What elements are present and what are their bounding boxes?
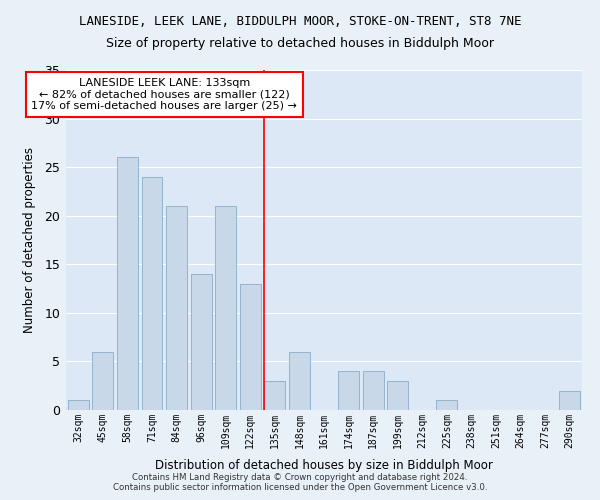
Bar xyxy=(240,284,261,410)
Bar xyxy=(191,274,212,410)
Bar xyxy=(215,206,236,410)
Text: Contains HM Land Registry data © Crown copyright and database right 2024.
Contai: Contains HM Land Registry data © Crown c… xyxy=(113,473,487,492)
Bar xyxy=(436,400,457,410)
Bar xyxy=(117,158,138,410)
Bar xyxy=(166,206,187,410)
Text: LANESIDE LEEK LANE: 133sqm
← 82% of detached houses are smaller (122)
17% of sem: LANESIDE LEEK LANE: 133sqm ← 82% of deta… xyxy=(31,78,297,111)
Bar xyxy=(265,381,286,410)
X-axis label: Distribution of detached houses by size in Biddulph Moor: Distribution of detached houses by size … xyxy=(155,459,493,472)
Bar xyxy=(338,371,359,410)
Y-axis label: Number of detached properties: Number of detached properties xyxy=(23,147,36,333)
Bar xyxy=(142,177,163,410)
Bar xyxy=(362,371,383,410)
Bar xyxy=(387,381,408,410)
Text: LANESIDE, LEEK LANE, BIDDULPH MOOR, STOKE-ON-TRENT, ST8 7NE: LANESIDE, LEEK LANE, BIDDULPH MOOR, STOK… xyxy=(79,15,521,28)
Bar xyxy=(289,352,310,410)
Bar xyxy=(92,352,113,410)
Text: Size of property relative to detached houses in Biddulph Moor: Size of property relative to detached ho… xyxy=(106,38,494,51)
Bar xyxy=(68,400,89,410)
Bar xyxy=(559,390,580,410)
